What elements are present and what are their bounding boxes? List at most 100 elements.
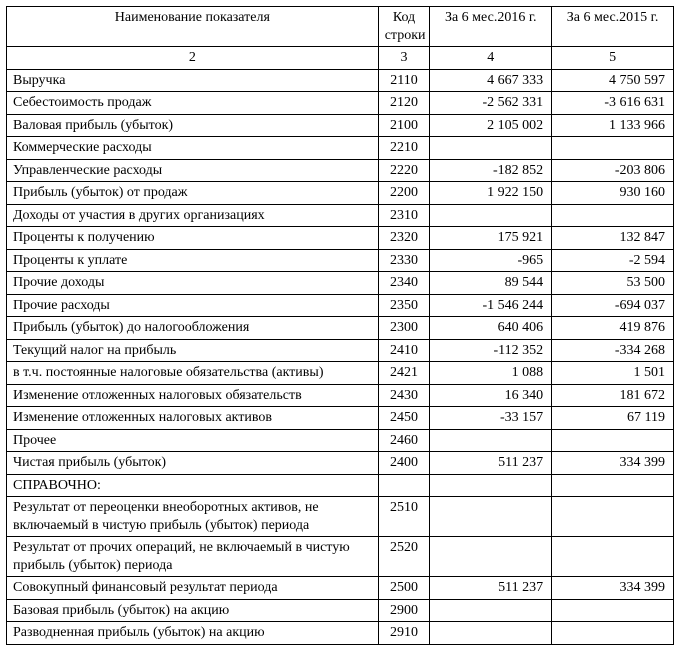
cell-value-2015 xyxy=(552,599,674,622)
cell-name: Себестоимость продаж xyxy=(7,92,379,115)
cell-code: 2410 xyxy=(378,339,430,362)
cell-code: 2450 xyxy=(378,407,430,430)
table-body: Выручка21104 667 3334 750 597Себестоимос… xyxy=(7,69,674,644)
cell-value-2015: 334 399 xyxy=(552,577,674,600)
cell-value-2016 xyxy=(430,622,552,645)
cell-value-2015: 181 672 xyxy=(552,384,674,407)
cell-value-2016: 89 544 xyxy=(430,272,552,295)
table-row: Чистая прибыль (убыток)2400511 237334 39… xyxy=(7,452,674,475)
cell-code: 2220 xyxy=(378,159,430,182)
cell-name: Чистая прибыль (убыток) xyxy=(7,452,379,475)
table-row: Совокупный финансовый результат периода2… xyxy=(7,577,674,600)
table-row: Прибыль (убыток) от продаж22001 922 1509… xyxy=(7,182,674,205)
cell-value-2015: 334 399 xyxy=(552,452,674,475)
cell-value-2016: 1 922 150 xyxy=(430,182,552,205)
cell-value-2016: 4 667 333 xyxy=(430,69,552,92)
cell-name: Текущий налог на прибыль xyxy=(7,339,379,362)
table-row: Изменение отложенных налоговых активов24… xyxy=(7,407,674,430)
col-header-name: Наименование показателя xyxy=(7,7,379,47)
table-row: Прибыль (убыток) до налогообложения23006… xyxy=(7,317,674,340)
cell-code: 2330 xyxy=(378,249,430,272)
cell-value-2016 xyxy=(430,204,552,227)
cell-value-2016 xyxy=(430,537,552,577)
cell-value-2015: 67 119 xyxy=(552,407,674,430)
cell-code: 2310 xyxy=(378,204,430,227)
col-num-code: 3 xyxy=(378,47,430,70)
cell-name: СПРАВОЧНО: xyxy=(7,474,379,497)
cell-name: Прочие доходы xyxy=(7,272,379,295)
col-header-v1: За 6 мес.2016 г. xyxy=(430,7,552,47)
cell-value-2015: -203 806 xyxy=(552,159,674,182)
cell-value-2016 xyxy=(430,599,552,622)
table-row: Доходы от участия в других организациях2… xyxy=(7,204,674,227)
cell-value-2015: -334 268 xyxy=(552,339,674,362)
cell-name: Прибыль (убыток) от продаж xyxy=(7,182,379,205)
cell-value-2016: -1 546 244 xyxy=(430,294,552,317)
cell-value-2015: 930 160 xyxy=(552,182,674,205)
cell-value-2015: 1 501 xyxy=(552,362,674,385)
header-row: Наименование показателя Код строки За 6 … xyxy=(7,7,674,47)
cell-value-2015: 1 133 966 xyxy=(552,114,674,137)
cell-code: 2120 xyxy=(378,92,430,115)
cell-name: Совокупный финансовый результат периода xyxy=(7,577,379,600)
cell-name: Прочие расходы xyxy=(7,294,379,317)
cell-name: Выручка xyxy=(7,69,379,92)
cell-code: 2430 xyxy=(378,384,430,407)
cell-value-2015 xyxy=(552,429,674,452)
table-row: Валовая прибыль (убыток)21002 105 0021 1… xyxy=(7,114,674,137)
cell-value-2016: 511 237 xyxy=(430,577,552,600)
cell-value-2016: -2 562 331 xyxy=(430,92,552,115)
table-row: в т.ч. постоянные налоговые обязательств… xyxy=(7,362,674,385)
cell-code: 2350 xyxy=(378,294,430,317)
table-row: Проценты к уплате2330-965-2 594 xyxy=(7,249,674,272)
table-row: Проценты к получению2320175 921132 847 xyxy=(7,227,674,250)
cell-name: Изменение отложенных налоговых активов xyxy=(7,407,379,430)
cell-value-2015: 419 876 xyxy=(552,317,674,340)
cell-code xyxy=(378,474,430,497)
cell-value-2016: 16 340 xyxy=(430,384,552,407)
table-row: Изменение отложенных налоговых обязатель… xyxy=(7,384,674,407)
cell-value-2016: 511 237 xyxy=(430,452,552,475)
cell-value-2015 xyxy=(552,537,674,577)
cell-code: 2421 xyxy=(378,362,430,385)
cell-value-2015: -3 616 631 xyxy=(552,92,674,115)
cell-name: Результат от прочих операций, не включае… xyxy=(7,537,379,577)
cell-value-2016: -965 xyxy=(430,249,552,272)
table-row: Коммерческие расходы2210 xyxy=(7,137,674,160)
table-row: Разводненная прибыль (убыток) на акцию29… xyxy=(7,622,674,645)
cell-name: Коммерческие расходы xyxy=(7,137,379,160)
table-row: Текущий налог на прибыль2410-112 352-334… xyxy=(7,339,674,362)
cell-code: 2210 xyxy=(378,137,430,160)
table-row: СПРАВОЧНО: xyxy=(7,474,674,497)
cell-value-2015 xyxy=(552,474,674,497)
table-row: Управленческие расходы2220-182 852-203 8… xyxy=(7,159,674,182)
col-num-v2: 5 xyxy=(552,47,674,70)
cell-code: 2400 xyxy=(378,452,430,475)
table-row: Прочие расходы2350-1 546 244-694 037 xyxy=(7,294,674,317)
table-row: Прочие доходы234089 54453 500 xyxy=(7,272,674,295)
cell-code: 2510 xyxy=(378,497,430,537)
cell-value-2016: -33 157 xyxy=(430,407,552,430)
cell-code: 2460 xyxy=(378,429,430,452)
cell-code: 2910 xyxy=(378,622,430,645)
col-header-code: Код строки xyxy=(378,7,430,47)
cell-code: 2520 xyxy=(378,537,430,577)
cell-value-2016: 175 921 xyxy=(430,227,552,250)
cell-name: Прочее xyxy=(7,429,379,452)
cell-code: 2300 xyxy=(378,317,430,340)
cell-code: 2900 xyxy=(378,599,430,622)
cell-code: 2320 xyxy=(378,227,430,250)
cell-name: Базовая прибыль (убыток) на акцию xyxy=(7,599,379,622)
cell-name: Валовая прибыль (убыток) xyxy=(7,114,379,137)
cell-code: 2100 xyxy=(378,114,430,137)
cell-value-2016 xyxy=(430,137,552,160)
table-row: Результат от переоценки внеоборотных акт… xyxy=(7,497,674,537)
cell-name: Прибыль (убыток) до налогообложения xyxy=(7,317,379,340)
col-num-name: 2 xyxy=(7,47,379,70)
cell-value-2015 xyxy=(552,204,674,227)
cell-value-2015 xyxy=(552,497,674,537)
cell-name: Доходы от участия в других организациях xyxy=(7,204,379,227)
cell-code: 2340 xyxy=(378,272,430,295)
cell-value-2016: -112 352 xyxy=(430,339,552,362)
col-num-v1: 4 xyxy=(430,47,552,70)
